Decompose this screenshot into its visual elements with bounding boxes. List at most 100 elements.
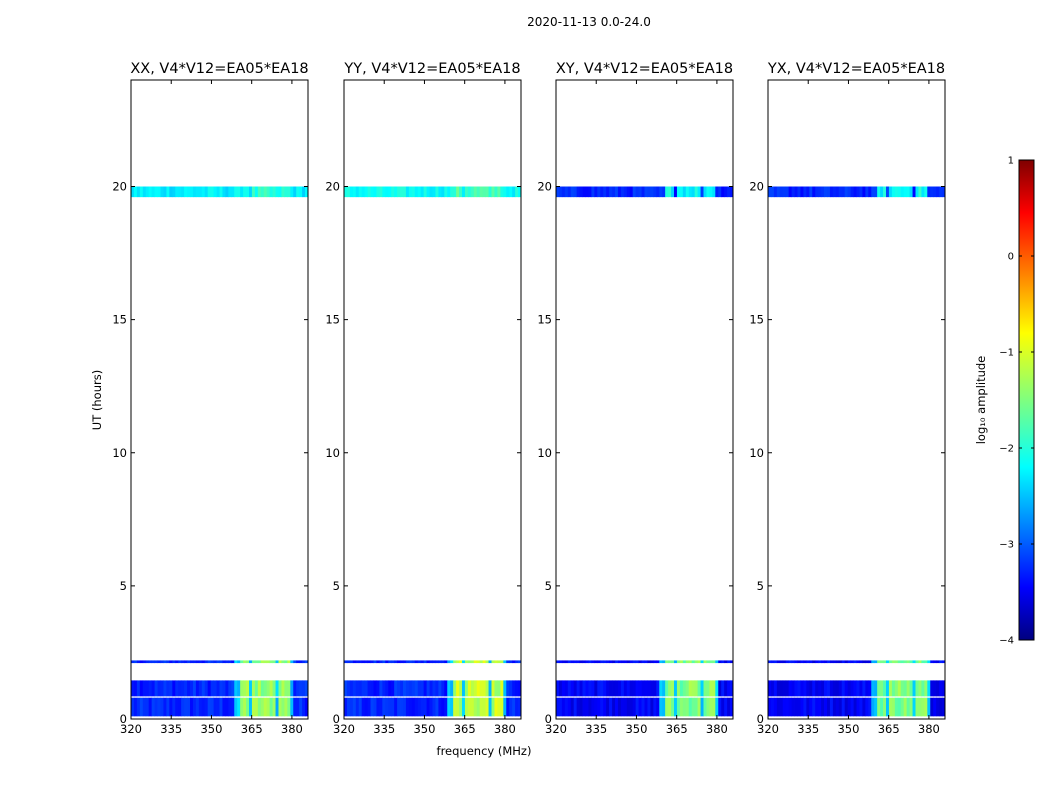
- heatmap-cell: [918, 186, 922, 198]
- heatmap-cell: [685, 660, 690, 664]
- heatmap-cell: [703, 186, 707, 198]
- heatmap-cell: [352, 660, 357, 664]
- heatmap-cell: [730, 186, 734, 198]
- heatmap-cell: [494, 186, 498, 198]
- heatmap-cell: [930, 186, 934, 198]
- y-tick-label: 15: [537, 313, 552, 327]
- heatmap-cell: [597, 680, 601, 697]
- heatmap-cell: [254, 697, 259, 717]
- heatmap-cell: [665, 697, 669, 717]
- heatmap-cell: [456, 697, 460, 717]
- heatmap-cell: [585, 697, 589, 717]
- heatmap-cell: [269, 697, 273, 717]
- heatmap-cell: [187, 697, 191, 717]
- heatmap-cell: [509, 186, 513, 198]
- heatmap-cell: [812, 697, 816, 717]
- heatmap-cell: [894, 697, 899, 717]
- heatmap-cell: [467, 697, 472, 717]
- heatmap-cell: [184, 697, 188, 717]
- heatmap-cell: [284, 680, 288, 697]
- heatmap-cell: [647, 186, 651, 198]
- heatmap-cell: [272, 697, 276, 717]
- heatmap-cell: [776, 697, 781, 717]
- heatmap-cell: [779, 186, 784, 198]
- heatmap-cell: [187, 660, 191, 664]
- heatmap-cell: [897, 660, 902, 664]
- heatmap-cell: [479, 660, 484, 664]
- heatmap-cell: [706, 186, 710, 198]
- heatmap-cell: [491, 680, 495, 697]
- heatmap-cell: [257, 186, 262, 198]
- y-tick-label: 20: [112, 180, 127, 194]
- heatmap-cell: [606, 680, 610, 697]
- heatmap-cell: [364, 697, 368, 717]
- heatmap-cell: [497, 186, 501, 198]
- heatmap-cell: [794, 660, 798, 664]
- heatmap-cell: [853, 697, 857, 717]
- heatmap-cell: [178, 660, 182, 664]
- heatmap-cell: [494, 660, 498, 664]
- heatmap-cell: [868, 680, 872, 697]
- heatmap-cell: [877, 186, 881, 198]
- colorbar-tick-label: −2: [999, 444, 1014, 455]
- x-tick-label: 320: [120, 722, 142, 736]
- panel-title: XY, V4*V12=EA05*EA18: [556, 61, 733, 77]
- heatmap-cell: [629, 680, 634, 697]
- heatmap-cell: [417, 697, 422, 717]
- heatmap-cell: [385, 186, 389, 198]
- heatmap-cell: [266, 697, 271, 717]
- heatmap-cell: [918, 680, 922, 697]
- heatmap-cell: [482, 660, 486, 664]
- heatmap-cell: [788, 660, 792, 664]
- heatmap-cell: [240, 660, 244, 664]
- heatmap-cell: [886, 660, 890, 664]
- heatmap-cell: [370, 697, 374, 717]
- heatmap-cell: [609, 660, 613, 664]
- heatmap-cell: [462, 697, 466, 717]
- heatmap-cell: [204, 680, 209, 697]
- heatmap-cell: [791, 680, 795, 697]
- heatmap-cell: [900, 680, 905, 697]
- heatmap-cell: [473, 186, 478, 198]
- heatmap-cell: [506, 186, 510, 198]
- heatmap-cell: [414, 186, 419, 198]
- heatmap-cell: [491, 660, 495, 664]
- x-tick-label: 350: [837, 722, 859, 736]
- heatmap-cell: [850, 697, 854, 717]
- heatmap-cell: [246, 697, 250, 717]
- heatmap-cell: [408, 660, 413, 664]
- heatmap-cell: [157, 697, 161, 717]
- heatmap-cell: [358, 697, 363, 717]
- heatmap-cell: [503, 697, 507, 717]
- heatmap-cell: [803, 186, 807, 198]
- heatmap-cell: [785, 680, 790, 697]
- heatmap-cell: [346, 697, 351, 717]
- heatmap-cell: [142, 697, 147, 717]
- heatmap-cell: [509, 680, 513, 697]
- heatmap-cell: [894, 660, 899, 664]
- heatmap-cell: [827, 186, 831, 198]
- heatmap-cell: [803, 697, 807, 717]
- heatmap-cell: [394, 680, 398, 697]
- heatmap-cell: [883, 697, 887, 717]
- heatmap-cell: [213, 680, 217, 697]
- heatmap-cell: [491, 186, 495, 198]
- heatmap-cell: [632, 680, 637, 697]
- x-tick-label: 335: [373, 722, 395, 736]
- heatmap-cell: [620, 660, 625, 664]
- heatmap-cell: [829, 680, 834, 697]
- heatmap-cell: [933, 186, 937, 198]
- heatmap-cell: [382, 186, 386, 198]
- heatmap-cell: [679, 697, 684, 717]
- heatmap-cell: [213, 186, 217, 198]
- heatmap-cell: [281, 697, 285, 717]
- heatmap-cell: [441, 186, 445, 198]
- heatmap-cell: [385, 697, 389, 717]
- heatmap-cell: [779, 660, 784, 664]
- heatmap-cell: [877, 660, 881, 664]
- heatmap-cell: [579, 680, 583, 697]
- heatmap-cell: [358, 186, 363, 198]
- heatmap-cell: [821, 660, 825, 664]
- heatmap-cell: [815, 680, 819, 697]
- heatmap-cell: [912, 680, 916, 697]
